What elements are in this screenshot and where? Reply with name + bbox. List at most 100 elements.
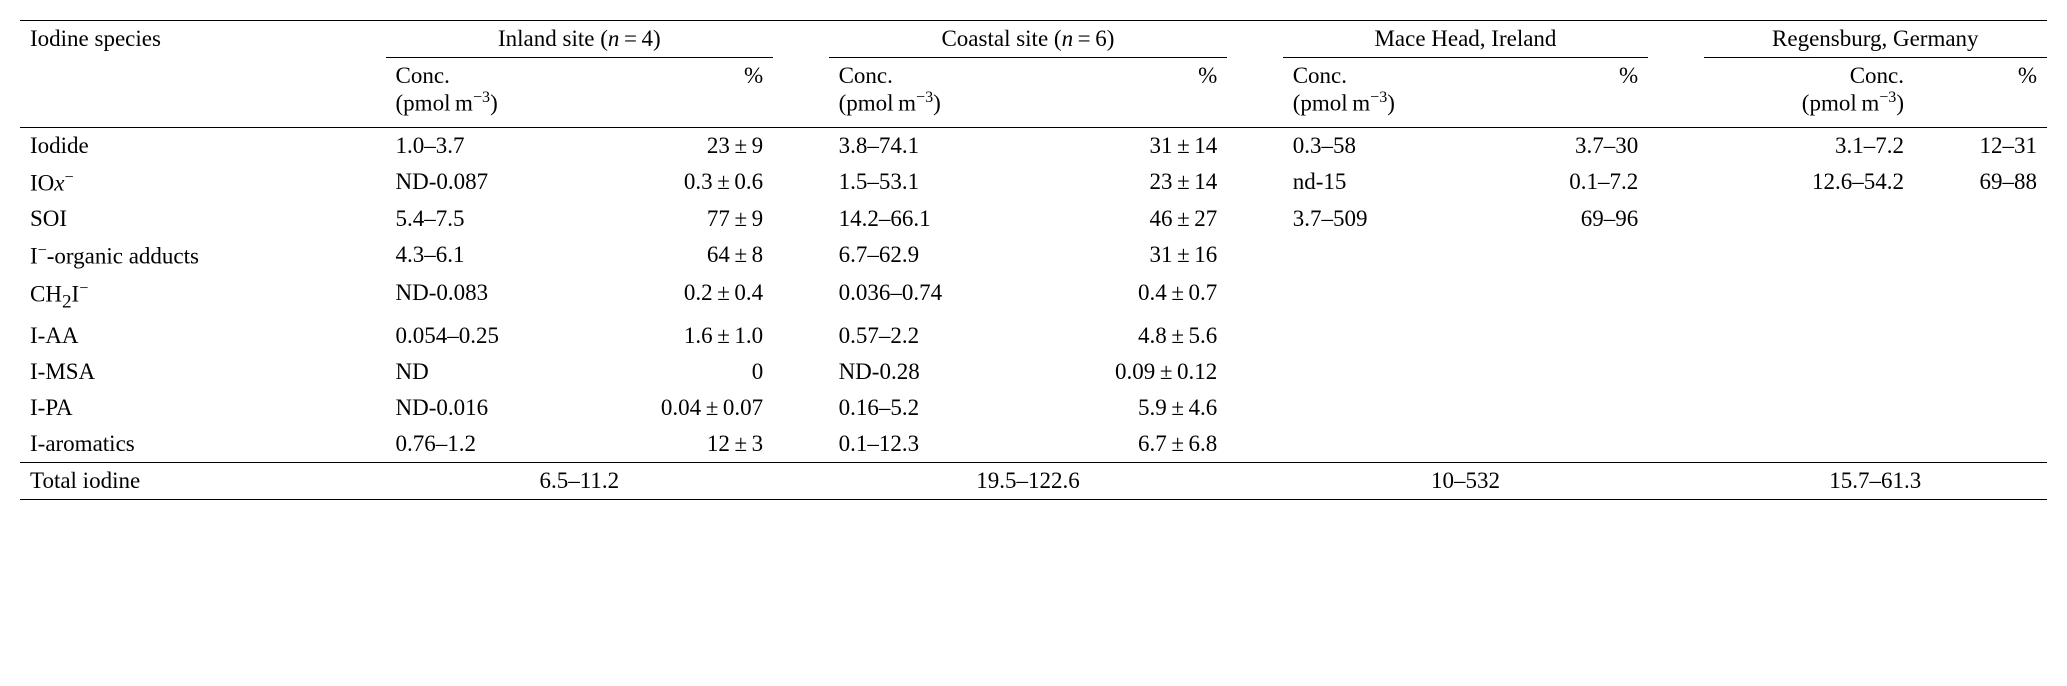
pct-cell bbox=[1493, 237, 1648, 275]
conc-cell bbox=[1283, 275, 1493, 318]
subheader-conc: Conc. (pmol m−3) bbox=[829, 58, 1039, 127]
conc-cell: 3.8–74.1 bbox=[829, 127, 1039, 164]
pct-cell: 1.6 ± 1.0 bbox=[596, 318, 773, 354]
table-row: IOx− ND-0.0870.3 ± 0.6 1.5–53.123 ± 14 nd-1… bbox=[20, 164, 2047, 202]
conc-cell: 0.054–0.25 bbox=[386, 318, 596, 354]
total-coastal: 19.5–122.6 bbox=[829, 463, 1228, 500]
site-header-coastal: Coastal site (n = 6) bbox=[829, 21, 1228, 58]
pct-cell: 23 ± 9 bbox=[596, 127, 773, 164]
table-row: I-MSAND0ND-0.280.09 ± 0.12 bbox=[20, 354, 2047, 390]
pct-cell bbox=[1914, 426, 2047, 463]
pct-cell: 12 ± 3 bbox=[596, 426, 773, 463]
total-regensburg: 15.7–61.3 bbox=[1704, 463, 2047, 500]
total-macehead: 10–532 bbox=[1283, 463, 1649, 500]
conc-cell: 1.0–3.7 bbox=[386, 127, 596, 164]
pct-cell: 6.7 ± 6.8 bbox=[1039, 426, 1227, 463]
conc-cell: ND-0.28 bbox=[829, 354, 1039, 390]
conc-cell: 0.3–58 bbox=[1283, 127, 1493, 164]
species-cell: I-AA bbox=[20, 318, 330, 354]
conc-cell: 4.3–6.1 bbox=[386, 237, 596, 275]
conc-cell: 1.5–53.1 bbox=[829, 164, 1039, 202]
conc-cell bbox=[1704, 237, 1914, 275]
pct-cell: 31 ± 14 bbox=[1039, 127, 1227, 164]
table-row: I-PAND-0.0160.04 ± 0.070.16–5.25.9 ± 4.6 bbox=[20, 390, 2047, 426]
conc-cell bbox=[1283, 237, 1493, 275]
conc-cell bbox=[1283, 390, 1493, 426]
pct-cell bbox=[1914, 390, 2047, 426]
pct-cell: 77 ± 9 bbox=[596, 201, 773, 237]
conc-cell: 0.036–0.74 bbox=[829, 275, 1039, 318]
table-row: I-AA 0.054–0.251.6 ± 1.0 0.57–2.24.8 ± 5.6 bbox=[20, 318, 2047, 354]
pct-cell: 0.1–7.2 bbox=[1493, 164, 1648, 202]
conc-cell: ND bbox=[386, 354, 596, 390]
species-cell: Iodide bbox=[20, 127, 330, 164]
species-cell: CH2I− bbox=[20, 275, 330, 318]
site-header-inland: Inland site (n = 4) bbox=[386, 21, 774, 58]
subheader-pct: % bbox=[1493, 58, 1648, 127]
iodine-species-table: Iodine species Inland site (n = 4) Coast… bbox=[20, 20, 2047, 500]
pct-cell: 12–31 bbox=[1914, 127, 2047, 164]
pct-cell bbox=[1493, 318, 1648, 354]
conc-cell bbox=[1704, 426, 1914, 463]
table-row: I−-organic adducts 4.3–6.164 ± 8 6.7–62.93… bbox=[20, 237, 2047, 275]
pct-cell: 0 bbox=[596, 354, 773, 390]
pct-cell: 31 ± 16 bbox=[1039, 237, 1227, 275]
pct-cell bbox=[1493, 354, 1648, 390]
conc-cell: 0.76–1.2 bbox=[386, 426, 596, 463]
pct-cell bbox=[1493, 426, 1648, 463]
pct-cell: 46 ± 27 bbox=[1039, 201, 1227, 237]
species-cell: I-aromatics bbox=[20, 426, 330, 463]
pct-cell: 3.7–30 bbox=[1493, 127, 1648, 164]
pct-cell: 69–88 bbox=[1914, 164, 2047, 202]
pct-cell bbox=[1914, 318, 2047, 354]
subheader-conc: Conc. (pmol m−3) bbox=[1283, 58, 1493, 127]
conc-cell bbox=[1704, 318, 1914, 354]
conc-cell bbox=[1283, 426, 1493, 463]
conc-cell: 14.2–66.1 bbox=[829, 201, 1039, 237]
subheader-pct: % bbox=[1914, 58, 2047, 127]
pct-cell: 0.3 ± 0.6 bbox=[596, 164, 773, 202]
pct-cell: 64 ± 8 bbox=[596, 237, 773, 275]
species-cell: I−-organic adducts bbox=[20, 237, 330, 275]
total-inland: 6.5–11.2 bbox=[386, 463, 774, 500]
conc-cell: 3.1–7.2 bbox=[1704, 127, 1914, 164]
table-row: I-aromatics 0.76–1.212 ± 3 0.1–12.36.7 ± 6… bbox=[20, 426, 2047, 463]
species-cell: IOx− bbox=[20, 164, 330, 202]
pct-cell: 23 ± 14 bbox=[1039, 164, 1227, 202]
subheader-conc: Conc. (pmol m−3) bbox=[386, 58, 596, 127]
pct-cell bbox=[1493, 390, 1648, 426]
subheader-pct: % bbox=[596, 58, 773, 127]
conc-cell: 0.16–5.2 bbox=[829, 390, 1039, 426]
pct-cell bbox=[1914, 354, 2047, 390]
col-header-species: Iodine species bbox=[20, 21, 330, 59]
conc-cell: 12.6–54.2 bbox=[1704, 164, 1914, 202]
pct-cell: 4.8 ± 5.6 bbox=[1039, 318, 1227, 354]
total-label: Total iodine bbox=[20, 463, 330, 500]
table-row: CH2I− ND-0.0830.2 ± 0.4 0.036–0.740.4 ± 0.… bbox=[20, 275, 2047, 318]
pct-cell: 0.2 ± 0.4 bbox=[596, 275, 773, 318]
conc-cell bbox=[1704, 201, 1914, 237]
site-header-regensburg: Regensburg, Germany bbox=[1704, 21, 2047, 58]
conc-cell: 0.1–12.3 bbox=[829, 426, 1039, 463]
conc-cell bbox=[1283, 318, 1493, 354]
pct-cell: 0.4 ± 0.7 bbox=[1039, 275, 1227, 318]
conc-cell bbox=[1704, 354, 1914, 390]
species-cell: I-MSA bbox=[20, 354, 330, 390]
conc-cell: 0.57–2.2 bbox=[829, 318, 1039, 354]
conc-cell: nd-15 bbox=[1283, 164, 1493, 202]
conc-cell bbox=[1704, 275, 1914, 318]
pct-cell bbox=[1493, 275, 1648, 318]
conc-cell bbox=[1283, 354, 1493, 390]
conc-cell: 3.7–509 bbox=[1283, 201, 1493, 237]
pct-cell: 5.9 ± 4.6 bbox=[1039, 390, 1227, 426]
conc-cell: 6.7–62.9 bbox=[829, 237, 1039, 275]
conc-cell: ND-0.083 bbox=[386, 275, 596, 318]
conc-cell: ND-0.087 bbox=[386, 164, 596, 202]
pct-cell bbox=[1914, 275, 2047, 318]
pct-cell bbox=[1914, 201, 2047, 237]
site-header-macehead: Mace Head, Ireland bbox=[1283, 21, 1649, 58]
table-row: SOI5.4–7.577 ± 914.2–66.146 ± 273.7–5096… bbox=[20, 201, 2047, 237]
conc-cell bbox=[1704, 390, 1914, 426]
species-cell: I-PA bbox=[20, 390, 330, 426]
species-cell: SOI bbox=[20, 201, 330, 237]
